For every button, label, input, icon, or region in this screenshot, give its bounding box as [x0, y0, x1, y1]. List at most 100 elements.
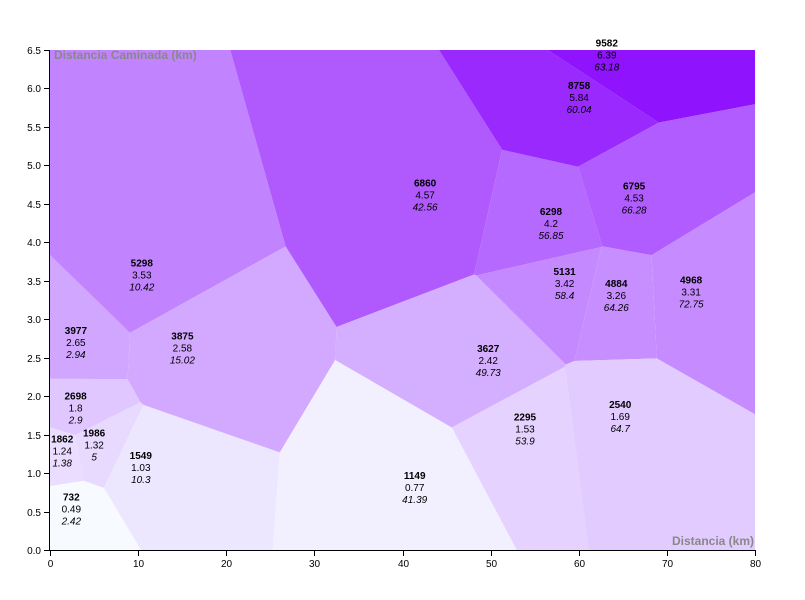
y-tick-label: 2.0 — [27, 392, 41, 403]
voronoi-cell-2540 — [564, 358, 755, 550]
y-tick-label: 6.0 — [27, 84, 41, 95]
y-tick-label: 4.5 — [27, 200, 41, 211]
label-distance: 1.38 — [52, 459, 72, 470]
label-distance: 49.73 — [476, 368, 501, 379]
voronoi-cell-6298 — [474, 149, 603, 276]
label-steps: 8758 — [568, 81, 591, 92]
voronoi-cell-3875 — [127, 246, 337, 453]
label-steps: 6795 — [623, 182, 646, 193]
label-steps: 2295 — [514, 412, 537, 423]
x-tick-label: 30 — [309, 559, 321, 570]
label-walked: 6.39 — [597, 51, 617, 62]
label-walked: 1.53 — [515, 424, 535, 435]
label-distance: 63.18 — [594, 63, 619, 74]
voronoi-cell-2295 — [451, 366, 589, 550]
label-steps: 732 — [63, 492, 80, 503]
label-walked: 4.53 — [624, 194, 644, 205]
label-walked: 4.2 — [544, 219, 558, 230]
label-walked: 1.69 — [610, 412, 630, 423]
voronoi-cell-4968 — [651, 192, 755, 415]
y-tick-label: 1.5 — [27, 431, 41, 442]
y-axis: 0.0 0.5 1.0 1.5 2.0 2.5 3.0 3.5 4.0 4.5 5.0 5.5 6.0 6… — [27, 46, 50, 557]
label-walked: 3.26 — [607, 291, 627, 302]
label-steps: 3875 — [171, 332, 194, 343]
voronoi-cell-1986 — [74, 402, 144, 488]
x-axis: 0 10 20 30 40 50 60 70 80 — [48, 550, 761, 570]
voronoi-cells — [50, 50, 755, 550]
voronoi-cell-3627 — [335, 274, 566, 428]
voronoi-cell-1549 — [103, 404, 280, 550]
label-walked: 0.49 — [62, 504, 82, 515]
label-steps: 5131 — [553, 267, 576, 278]
label-steps: 6298 — [540, 207, 563, 218]
y-tick-label: 5.0 — [27, 161, 41, 172]
label-distance: 2.94 — [65, 350, 86, 361]
x-tick-label: 20 — [221, 559, 233, 570]
y-tick-label: 3.0 — [27, 315, 41, 326]
label-distance: 72.75 — [679, 299, 704, 310]
y-tick-label: 6.5 — [27, 46, 41, 57]
y-axis-title: Distancia Caminada (km) — [54, 48, 197, 62]
x-tick-label: 40 — [398, 559, 410, 570]
label-walked: 1.24 — [52, 447, 72, 458]
voronoi-cell-1862 — [50, 427, 84, 487]
x-tick-label: 10 — [133, 559, 145, 570]
label-walked: 3.42 — [555, 279, 575, 290]
label-steps: 1862 — [51, 435, 74, 446]
label-steps: 3627 — [477, 344, 500, 355]
label-distance: 60.04 — [567, 105, 592, 116]
label-steps: 1986 — [83, 429, 106, 440]
label-walked: 0.77 — [405, 483, 425, 494]
y-tick-label: 3.5 — [27, 277, 41, 288]
label-walked: 1.8 — [69, 404, 83, 415]
label-steps: 6860 — [414, 179, 437, 190]
voronoi-cell-6860 — [230, 50, 503, 328]
y-tick-label: 4.0 — [27, 238, 41, 249]
voronoi-cell-1149 — [272, 359, 517, 550]
label-steps: 4884 — [605, 279, 628, 290]
voronoi-cell-732 — [50, 480, 142, 550]
label-distance: 64.7 — [610, 424, 630, 435]
label-steps: 1149 — [404, 471, 426, 482]
label-distance: 41.39 — [402, 495, 427, 506]
label-distance: 66.28 — [622, 206, 647, 217]
label-steps: 2540 — [609, 400, 632, 411]
y-tick-label: 0.0 — [27, 546, 41, 557]
label-distance: 56.85 — [538, 231, 563, 242]
x-tick-label: 0 — [48, 559, 54, 570]
label-distance: 5 — [91, 453, 97, 464]
voronoi-cell-8758 — [438, 50, 659, 167]
label-walked: 5.84 — [569, 93, 589, 104]
x-tick-label: 50 — [486, 559, 498, 570]
voronoi-cell-5131 — [476, 246, 602, 365]
label-distance: 53.9 — [515, 436, 535, 447]
voronoi-cell-2698 — [50, 378, 141, 435]
label-walked: 2.42 — [478, 356, 498, 367]
label-steps: 9582 — [596, 39, 619, 50]
label-walked: 1.32 — [84, 441, 104, 452]
label-distance: 64.26 — [604, 303, 629, 314]
y-tick-label: 5.5 — [27, 123, 41, 134]
y-tick-label: 0.5 — [27, 508, 41, 519]
x-tick-label: 60 — [574, 559, 586, 570]
label-distance: 15.02 — [170, 356, 195, 367]
cell-labels: 7320.492.4218621.241.3819861.32526981.82… — [51, 39, 704, 528]
label-walked: 1.03 — [131, 463, 151, 474]
